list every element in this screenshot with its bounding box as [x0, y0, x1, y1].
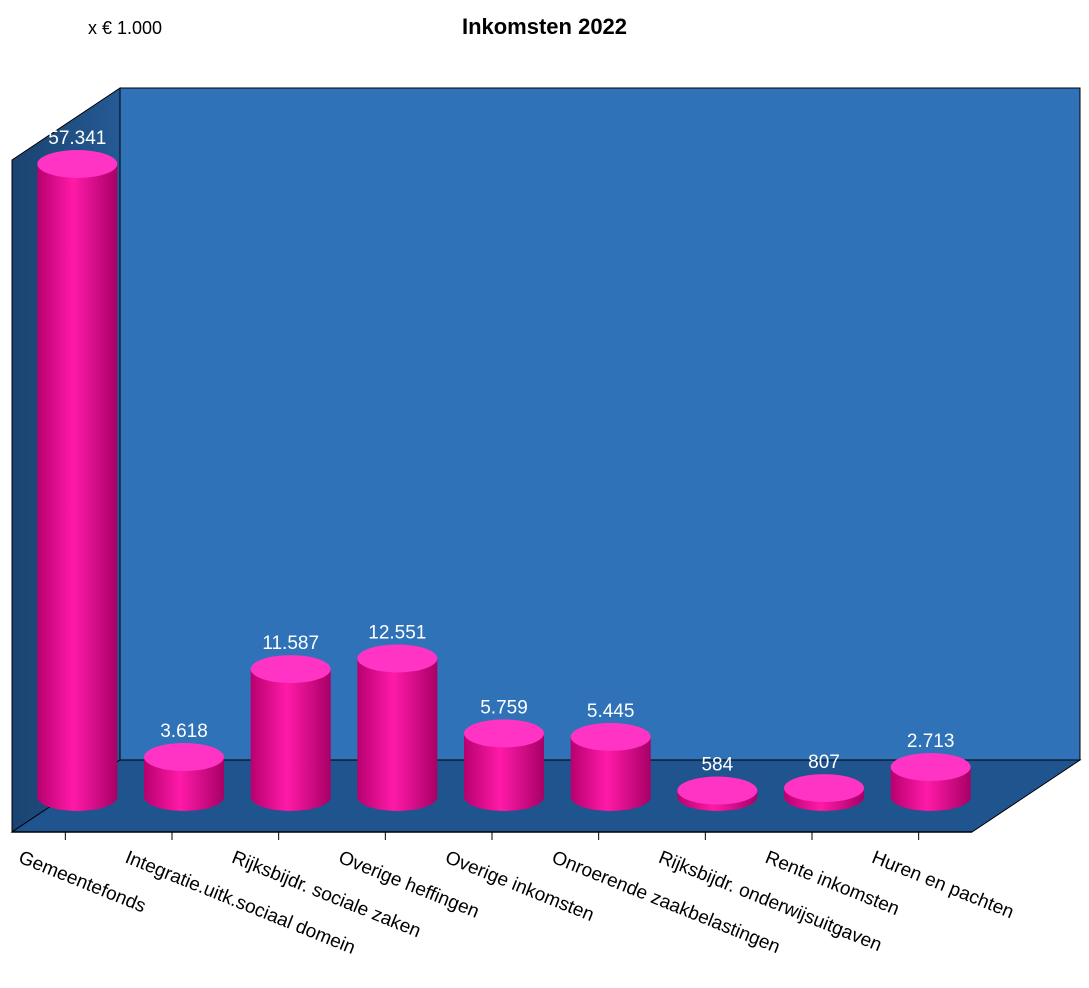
- value-label: 57.341: [48, 128, 106, 149]
- value-labels-group: 57.341 3.618 11.587 12.551 5.759 5.445 584 807 2…: [48, 128, 954, 776]
- bar-top: [357, 644, 438, 673]
- bar: [890, 753, 971, 811]
- bar: [37, 150, 118, 811]
- value-label: 12.551: [368, 622, 426, 643]
- bar: [144, 743, 224, 811]
- bar-body: [250, 669, 331, 811]
- bar: [677, 776, 758, 811]
- ticks-group: [64, 832, 920, 840]
- value-label: 2.713: [907, 731, 955, 752]
- bars-group: [37, 150, 971, 811]
- value-label: 11.587: [262, 633, 319, 654]
- bar: [357, 644, 438, 811]
- bar: [250, 655, 331, 811]
- bar-top: [570, 722, 651, 751]
- bar-body: [37, 164, 118, 811]
- bar: [570, 722, 651, 811]
- value-label: 807: [808, 752, 840, 773]
- value-label: 5.445: [587, 701, 635, 722]
- bar-top: [464, 719, 544, 748]
- chart-title: Inkomsten 2022: [461, 14, 628, 39]
- bar-body: [144, 757, 224, 811]
- bar-top: [37, 150, 118, 178]
- bar: [784, 774, 864, 811]
- bar-top: [144, 743, 224, 772]
- bar-body: [570, 736, 651, 811]
- unit-label: x € 1.000: [88, 18, 163, 38]
- value-label: 3.618: [160, 721, 208, 742]
- bar-top: [890, 753, 971, 782]
- bar-top: [677, 776, 758, 805]
- bar: [464, 719, 544, 811]
- bar-body: [357, 658, 438, 811]
- value-label: 584: [701, 755, 733, 776]
- bar-top: [250, 655, 331, 684]
- bar-body: [464, 733, 544, 811]
- bar-top: [784, 774, 864, 803]
- value-label: 5.759: [480, 697, 528, 718]
